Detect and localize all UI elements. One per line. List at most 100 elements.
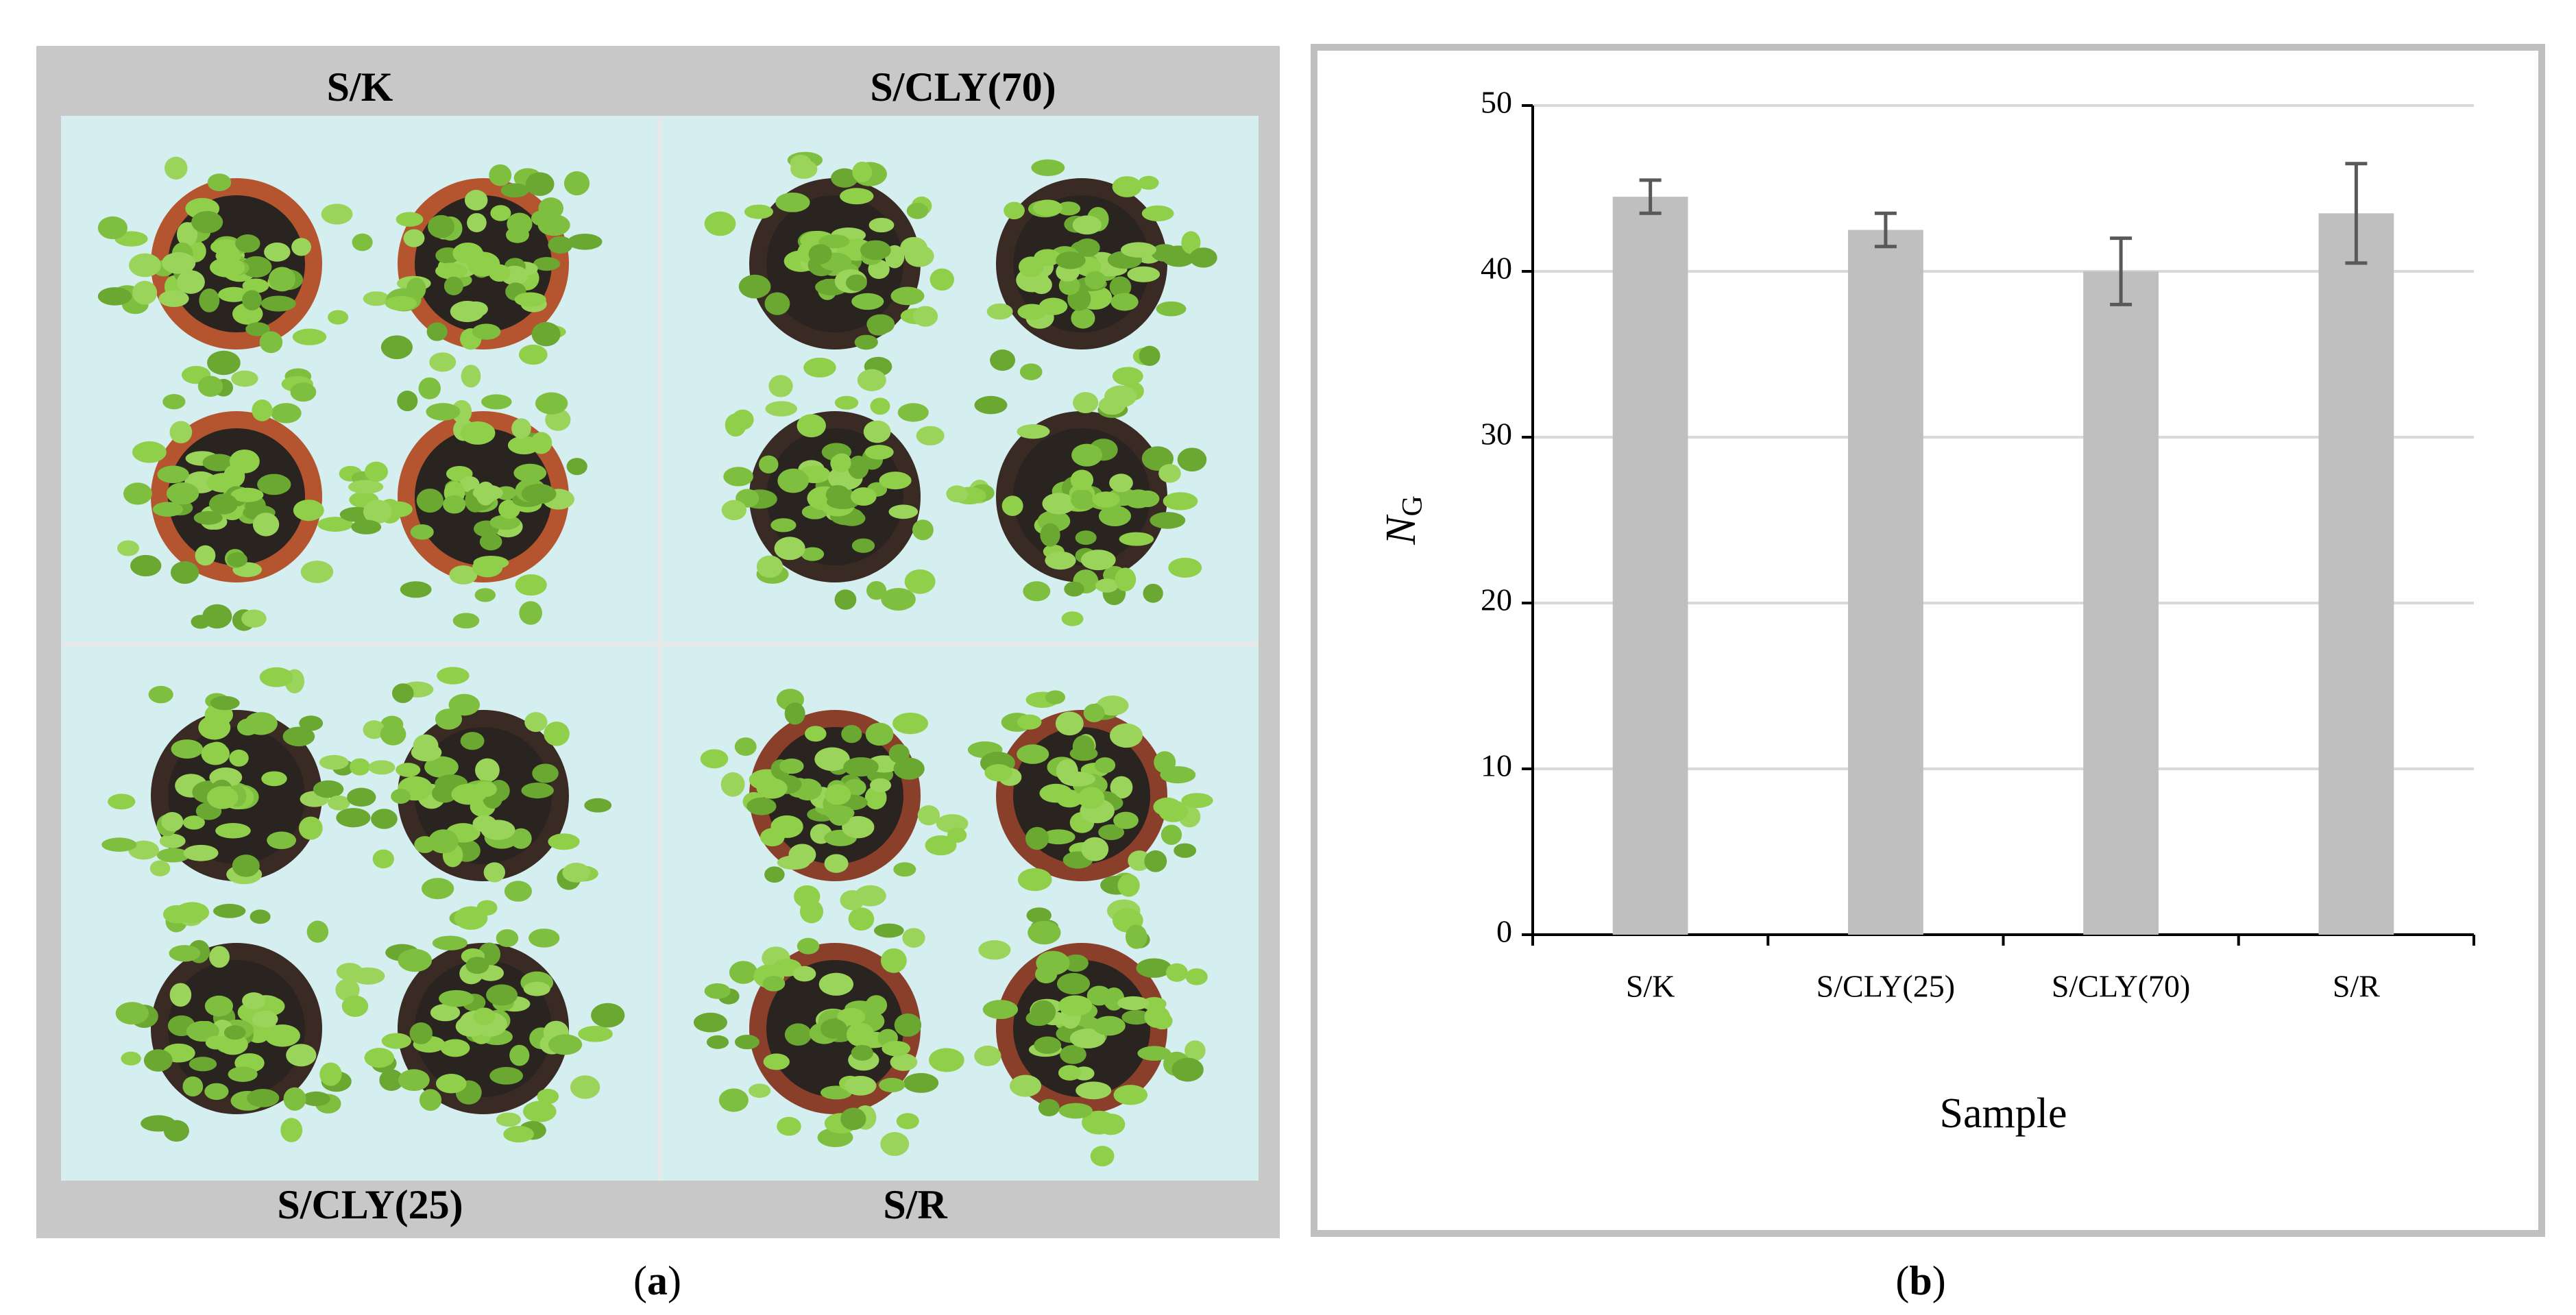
bar xyxy=(1612,197,1688,935)
leaf xyxy=(1071,308,1095,329)
leaf xyxy=(770,815,803,838)
leaf xyxy=(784,1023,812,1046)
leaf xyxy=(348,480,384,494)
leaf xyxy=(1093,1016,1126,1036)
leaf xyxy=(117,540,139,556)
leaf xyxy=(164,156,188,180)
leaf xyxy=(175,902,210,923)
y-tick-label: 50 xyxy=(1481,85,1512,120)
leaf xyxy=(1063,954,1089,972)
leaf xyxy=(854,334,878,350)
leaf xyxy=(986,303,1013,320)
leaf xyxy=(984,763,1012,782)
leaf xyxy=(195,545,216,566)
leaf xyxy=(396,212,424,227)
leaf xyxy=(328,795,350,811)
leaf xyxy=(504,881,533,902)
leaf xyxy=(250,909,271,924)
leaf xyxy=(1181,231,1201,254)
leaf xyxy=(418,377,441,400)
leaf xyxy=(435,709,463,730)
leaf xyxy=(759,455,779,474)
leaf xyxy=(797,937,820,955)
leaf xyxy=(271,403,302,423)
leaf xyxy=(397,391,418,412)
leaf xyxy=(286,1044,317,1067)
leaf xyxy=(1113,811,1139,829)
leaf xyxy=(449,565,478,585)
leaf xyxy=(213,903,246,918)
leaf xyxy=(267,831,297,850)
leaf xyxy=(528,929,560,948)
leaf xyxy=(1143,583,1163,603)
leaf xyxy=(336,808,371,828)
leaf xyxy=(481,820,515,840)
leaf xyxy=(1137,1046,1171,1061)
leaf xyxy=(1154,751,1176,774)
leaf xyxy=(788,844,816,866)
leaf xyxy=(1075,530,1097,545)
leaf xyxy=(313,780,344,798)
leaf xyxy=(770,518,797,532)
leaf xyxy=(568,233,603,250)
leaf xyxy=(242,290,262,311)
leaf xyxy=(1139,345,1161,366)
leaf xyxy=(734,737,757,757)
photo-label: S/K xyxy=(327,64,393,110)
leaf xyxy=(403,229,425,247)
leaf xyxy=(904,569,936,594)
x-tick-label: S/K xyxy=(1626,969,1675,1004)
leaf xyxy=(779,758,804,774)
leaf xyxy=(1181,793,1213,809)
leaf xyxy=(228,1066,258,1082)
leaf xyxy=(199,288,220,312)
leaf xyxy=(472,781,497,798)
photo-label: S/CLY(70) xyxy=(870,64,1056,110)
leaf xyxy=(1109,474,1133,493)
leaf xyxy=(398,1069,430,1092)
leaf xyxy=(1127,266,1161,282)
leaf xyxy=(500,183,529,198)
leaf xyxy=(763,1053,790,1070)
leaf xyxy=(790,154,812,172)
leaf xyxy=(1004,201,1025,220)
leaf xyxy=(363,500,392,524)
leaf xyxy=(351,967,385,985)
leaf xyxy=(207,173,232,192)
y-tick-label: 40 xyxy=(1481,251,1512,286)
leaf xyxy=(475,758,500,783)
leaf xyxy=(1141,205,1174,222)
leaf xyxy=(799,900,824,924)
leaf xyxy=(738,274,771,299)
leaf xyxy=(1034,249,1062,266)
leaf xyxy=(1017,714,1042,730)
leaf xyxy=(1081,837,1109,861)
leaf xyxy=(204,1083,229,1101)
leaf xyxy=(982,1000,1019,1020)
bar xyxy=(2083,271,2159,935)
leaf xyxy=(409,1022,433,1044)
leaf xyxy=(440,1039,470,1057)
leaf xyxy=(245,322,270,336)
leaf xyxy=(261,771,287,787)
error-bar xyxy=(1639,178,1662,215)
leaf xyxy=(460,421,496,445)
leaf xyxy=(398,948,433,972)
leaf xyxy=(1158,464,1181,483)
leaf xyxy=(280,1118,303,1142)
leaf xyxy=(259,331,283,354)
leaf xyxy=(498,500,520,519)
leaf xyxy=(514,292,546,307)
leaf xyxy=(756,778,788,799)
leaf xyxy=(777,1116,801,1136)
leaf xyxy=(866,580,887,600)
leaf xyxy=(797,414,826,438)
leaf xyxy=(467,212,487,232)
leaf xyxy=(189,1057,217,1072)
leaf xyxy=(132,280,158,305)
leaf xyxy=(1112,176,1142,197)
y-axis-title-main: N xyxy=(1378,514,1424,545)
leaf xyxy=(121,1051,141,1066)
leaf xyxy=(1185,968,1208,985)
leaf xyxy=(792,966,816,982)
